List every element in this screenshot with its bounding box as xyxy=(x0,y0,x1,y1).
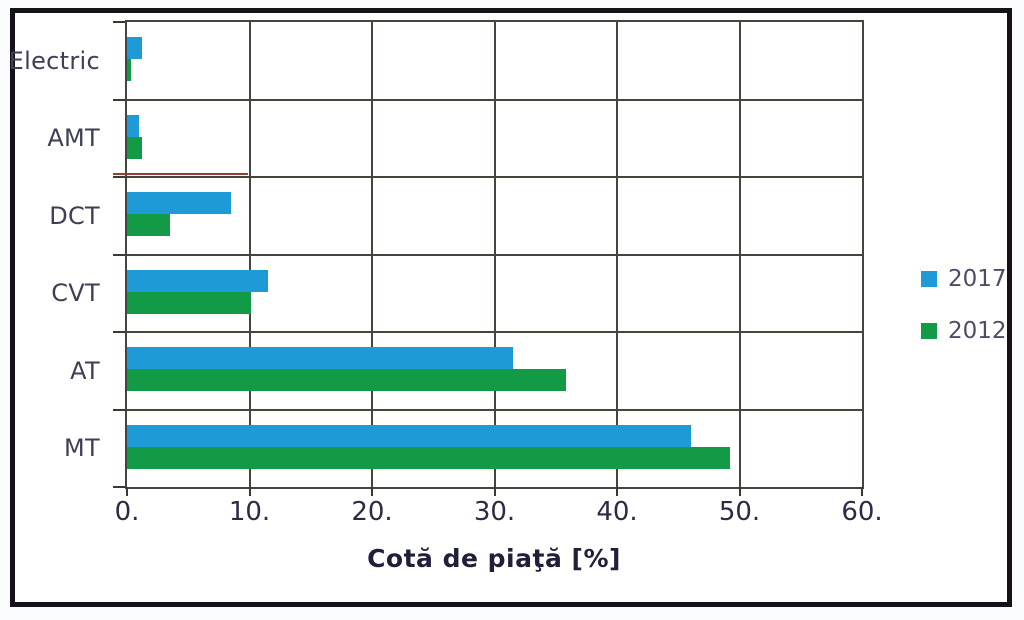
category-label: AT xyxy=(70,356,100,385)
x-tick-label: 20. xyxy=(351,497,393,527)
gridline-horizontal xyxy=(127,176,862,178)
legend-item: 2017 xyxy=(921,266,1007,292)
bar-cvt-2017 xyxy=(127,269,268,292)
bar-at-2012 xyxy=(127,369,566,391)
bar-dct-2012 xyxy=(127,214,170,236)
x-axis-tick xyxy=(616,487,618,496)
category-label: CVT xyxy=(51,279,100,308)
x-axis-tick xyxy=(861,487,863,496)
bar-electric-2012 xyxy=(127,59,131,81)
bar-electric-2017 xyxy=(127,37,142,59)
y-axis-tick xyxy=(113,486,125,488)
x-tick-label: 50. xyxy=(718,497,761,527)
legend-item: 2012 xyxy=(921,318,1007,344)
gridline-horizontal xyxy=(127,331,862,333)
x-tick-label: 0. xyxy=(114,497,140,527)
bar-amt-2017 xyxy=(127,114,140,137)
y-axis-category-labels: Electric AMT DCT CVT AT MT xyxy=(8,22,100,487)
x-axis-tick xyxy=(248,487,251,496)
legend-swatch-2017 xyxy=(921,271,937,287)
y-axis-tick xyxy=(113,331,125,333)
gridline-horizontal xyxy=(127,253,862,256)
bar-at-2017 xyxy=(127,347,513,369)
legend-label: 2017 xyxy=(948,266,1007,292)
gridline-horizontal xyxy=(127,98,862,101)
x-tick-label: 30. xyxy=(473,497,516,527)
bar-cvt-2012 xyxy=(127,291,251,314)
annotation-red-line xyxy=(112,172,248,175)
x-tick-label: 60. xyxy=(841,497,883,527)
bar-mt-2017 xyxy=(127,424,691,447)
category-label: AMT xyxy=(47,124,100,153)
legend-label: 2012 xyxy=(948,318,1007,344)
legend: 2017 2012 xyxy=(921,266,1007,344)
x-tick-label: 10. xyxy=(228,497,271,527)
x-axis-tick xyxy=(371,487,373,496)
category-label: MT xyxy=(64,434,100,463)
plot-area xyxy=(112,20,864,496)
bar-dct-2017 xyxy=(127,192,232,214)
y-axis-tick xyxy=(113,176,125,178)
legend-swatch-2012 xyxy=(921,323,937,339)
y-axis-tick xyxy=(113,98,125,101)
bar-mt-2012 xyxy=(127,446,730,469)
x-axis-tick xyxy=(493,487,496,496)
bar-amt-2012 xyxy=(127,136,142,159)
category-label: DCT xyxy=(49,201,100,230)
y-axis-tick xyxy=(113,253,125,256)
gridline-horizontal xyxy=(127,408,862,411)
x-axis-title: Cotă de piaţă [%] xyxy=(367,544,621,573)
category-label: Electric xyxy=(8,46,100,75)
x-axis-tick xyxy=(126,487,128,496)
x-tick-label: 40. xyxy=(596,497,638,527)
y-axis-tick xyxy=(113,408,125,411)
x-axis-tick xyxy=(738,487,741,496)
y-axis-tick xyxy=(113,21,125,23)
